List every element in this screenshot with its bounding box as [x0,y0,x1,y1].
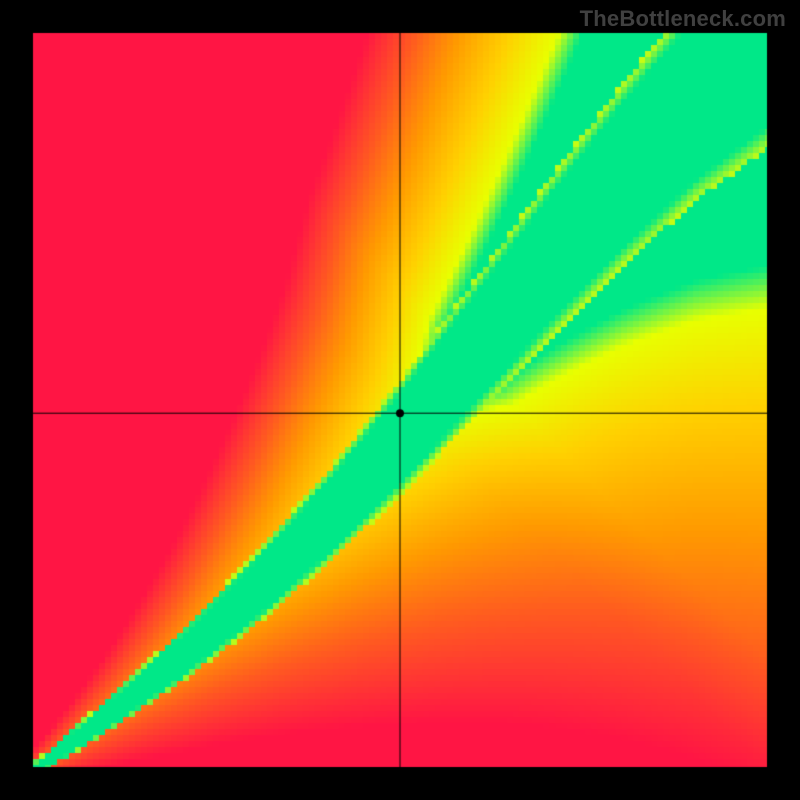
watermark-text: TheBottleneck.com [580,6,786,32]
heatmap-canvas [0,0,800,800]
chart-container: TheBottleneck.com [0,0,800,800]
